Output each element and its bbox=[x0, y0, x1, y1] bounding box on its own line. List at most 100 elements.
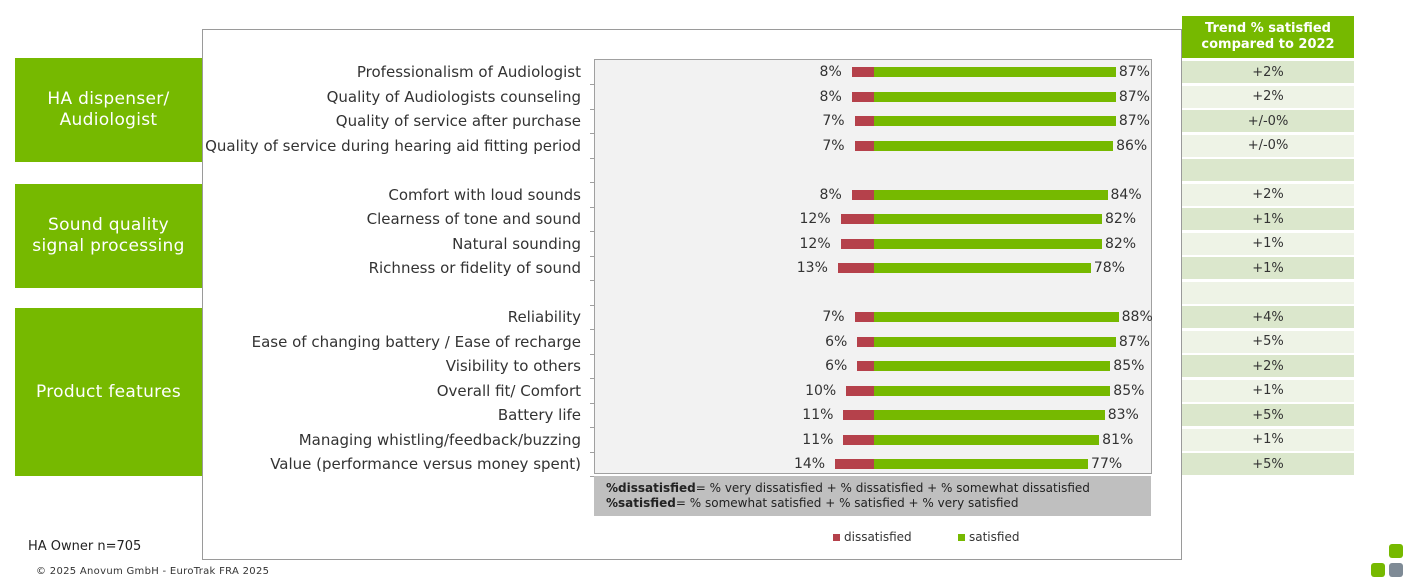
trend-cell: +1% bbox=[1182, 257, 1354, 279]
category-label: Visibility to others bbox=[445, 357, 581, 375]
logo-square bbox=[1389, 563, 1403, 577]
value-label-dissatisfied: 12% bbox=[799, 235, 831, 252]
value-label-satisfied: 87% bbox=[1118, 333, 1150, 350]
bar-satisfied bbox=[874, 263, 1091, 273]
axis-tick bbox=[590, 329, 594, 330]
bar-dissatisfied bbox=[835, 459, 874, 469]
category-label: Quality of Audiologists counseling bbox=[326, 87, 581, 106]
value-label-satisfied: 82% bbox=[1104, 211, 1137, 227]
category-label: Quality of service after purchase bbox=[335, 112, 581, 130]
value-label-dissatisfied: 12% bbox=[799, 211, 831, 227]
bar-satisfied bbox=[874, 91, 1116, 102]
trend-cell: +5% bbox=[1182, 453, 1354, 475]
category-label: Professionalism of Audiologist bbox=[356, 63, 581, 81]
bar-dissatisfied bbox=[851, 67, 874, 77]
trend-cell: +/-0% bbox=[1182, 134, 1354, 157]
category-label: Battery life bbox=[497, 406, 581, 424]
axis-tick bbox=[590, 108, 594, 110]
group-label-text: Product features bbox=[36, 381, 181, 402]
value-label-satisfied: 88% bbox=[1121, 309, 1153, 325]
definition-satisfied: %satisfied= % somewhat satisfied + % sat… bbox=[606, 496, 1019, 510]
legend-dissatisfied: dissatisfied bbox=[833, 530, 912, 544]
group-label-sound-quality: Sound quality signal processing bbox=[15, 184, 202, 288]
bar-satisfied bbox=[874, 312, 1119, 322]
axis-tick bbox=[590, 451, 594, 453]
definitions-box: %dissatisfied= % very dissatisfied + % d… bbox=[594, 476, 1151, 516]
group-label-text: Sound quality signal processing bbox=[32, 215, 185, 256]
bar-satisfied bbox=[874, 214, 1102, 224]
trend-cell: +2% bbox=[1182, 61, 1354, 83]
trend-cell: +2% bbox=[1182, 355, 1354, 377]
bar-dissatisfied bbox=[857, 336, 874, 347]
category-label: Comfort with loud sounds bbox=[388, 185, 581, 204]
category-label: Natural sounding bbox=[452, 234, 581, 253]
bar-satisfied bbox=[874, 189, 1108, 200]
trend-header-text: Trend % satisfied compared to 2022 bbox=[1201, 21, 1335, 52]
group-label-text: HA dispenser/ Audiologist bbox=[47, 89, 170, 130]
trend-header: Trend % satisfied compared to 2022 bbox=[1182, 16, 1354, 58]
trend-cell: +4% bbox=[1182, 306, 1354, 328]
value-label-dissatisfied: 6% bbox=[825, 358, 848, 374]
value-label-satisfied: 87% bbox=[1118, 64, 1150, 80]
trend-cell: +1% bbox=[1182, 379, 1354, 402]
bar-satisfied bbox=[874, 385, 1111, 396]
axis-tick bbox=[590, 304, 594, 306]
trend-cell: +/-0% bbox=[1182, 110, 1354, 132]
value-label-dissatisfied: 11% bbox=[802, 407, 834, 423]
trend-cell: +2% bbox=[1182, 85, 1354, 108]
axis-tick bbox=[590, 84, 594, 85]
trend-cell: +5% bbox=[1182, 330, 1354, 353]
chart-frame bbox=[202, 29, 1182, 560]
sample-size-note: HA Owner n=705 bbox=[28, 539, 142, 554]
legend-satisfied: satisfied bbox=[958, 530, 1019, 544]
bar-satisfied bbox=[874, 116, 1116, 126]
logo-square bbox=[1371, 563, 1385, 577]
bar-satisfied bbox=[874, 336, 1116, 347]
axis-tick bbox=[590, 353, 594, 355]
value-label-dissatisfied: 13% bbox=[796, 260, 828, 276]
bar-dissatisfied bbox=[857, 361, 874, 371]
trend-cell bbox=[1182, 281, 1354, 304]
axis-tick bbox=[590, 476, 594, 477]
value-label-dissatisfied: 7% bbox=[822, 113, 845, 129]
bar-satisfied bbox=[874, 67, 1116, 77]
value-label-satisfied: 77% bbox=[1091, 456, 1123, 472]
bar-dissatisfied bbox=[840, 238, 874, 249]
bar-dissatisfied bbox=[851, 189, 874, 200]
bar-dissatisfied bbox=[843, 434, 874, 445]
value-label-satisfied: 87% bbox=[1118, 113, 1150, 129]
axis-tick bbox=[590, 206, 594, 208]
axis-tick bbox=[590, 182, 594, 183]
definition-dissatisfied: %dissatisfied= % very dissatisfied + % d… bbox=[606, 481, 1090, 495]
bar-dissatisfied bbox=[851, 91, 874, 102]
value-label-dissatisfied: 6% bbox=[825, 333, 848, 350]
value-label-satisfied: 87% bbox=[1118, 88, 1150, 105]
axis-tick bbox=[590, 231, 594, 232]
bar-dissatisfied bbox=[840, 214, 874, 224]
bar-dissatisfied bbox=[854, 140, 874, 151]
logo-square bbox=[1389, 544, 1403, 558]
value-label-dissatisfied: 10% bbox=[805, 382, 837, 399]
value-label-dissatisfied: 14% bbox=[793, 456, 826, 472]
category-label: Overall fit/ Comfort bbox=[436, 381, 581, 400]
trend-cell: +1% bbox=[1182, 208, 1354, 230]
category-label: Richness or fidelity of sound bbox=[368, 259, 581, 277]
legend-label-dissatisfied: dissatisfied bbox=[844, 530, 912, 544]
value-label-satisfied: 78% bbox=[1093, 260, 1125, 276]
value-label-satisfied: 85% bbox=[1113, 382, 1145, 399]
trend-cell bbox=[1182, 159, 1354, 181]
copyright: © 2025 Anovum GmbH - EuroTrak FRA 2025 bbox=[36, 566, 270, 577]
axis-tick bbox=[590, 402, 594, 404]
value-label-dissatisfied: 8% bbox=[819, 186, 842, 203]
axis-tick bbox=[590, 378, 594, 379]
bar-dissatisfied bbox=[854, 116, 874, 126]
bar-satisfied bbox=[874, 434, 1100, 445]
value-label-satisfied: 86% bbox=[1116, 137, 1148, 154]
group-label-product-features: Product features bbox=[15, 308, 202, 476]
category-label: Quality of service during hearing aid fi… bbox=[205, 136, 581, 155]
trend-cell: +2% bbox=[1182, 183, 1354, 206]
category-label: Reliability bbox=[507, 308, 581, 326]
bar-dissatisfied bbox=[846, 385, 874, 396]
axis-tick bbox=[590, 280, 594, 281]
value-label-satisfied: 83% bbox=[1107, 407, 1139, 423]
